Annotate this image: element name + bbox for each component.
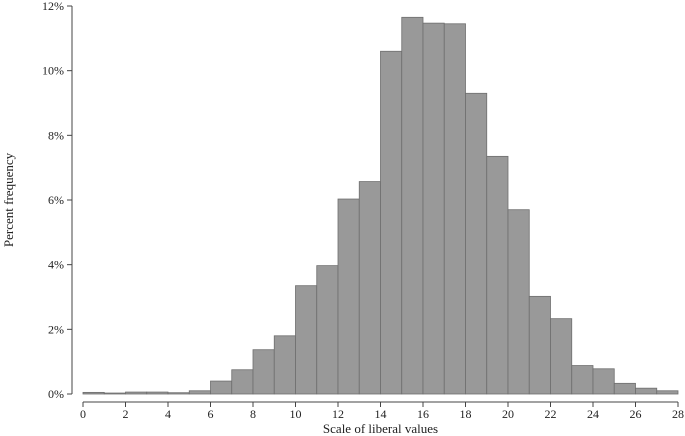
x-tick-label: 14 [375, 407, 387, 421]
histogram-bar [103, 392, 126, 395]
histogram-bar [146, 391, 169, 395]
bars-layer [82, 16, 679, 395]
histogram-bar [337, 198, 360, 395]
histogram-bar [167, 392, 190, 395]
histogram-bar [252, 349, 275, 395]
y-tick-label: 10% [42, 64, 64, 78]
y-ticks: 0% 2% 4% 6% 8% 10% 12% [42, 0, 72, 401]
histogram-bar [550, 318, 573, 395]
histogram-bar [273, 335, 296, 395]
histogram-bar [422, 22, 445, 395]
x-tick-label: 24 [587, 407, 599, 421]
histogram-bar [635, 387, 658, 395]
y-axis-title: Percent frequency [1, 152, 16, 247]
x-tick-label: 10 [290, 407, 302, 421]
histogram-bar [316, 265, 339, 395]
x-ticks: 0 2 4 6 8 10 12 14 16 18 20 22 24 26 28 [80, 402, 684, 421]
x-tick-label: 16 [417, 407, 429, 421]
x-tick-label: 28 [672, 407, 684, 421]
y-tick-label: 4% [48, 258, 64, 272]
histogram-bar [592, 368, 615, 395]
y-tick-label: 6% [48, 193, 64, 207]
histogram-bar [295, 285, 318, 395]
histogram-bar [188, 390, 211, 395]
histogram-bar [613, 382, 636, 395]
x-tick-label: 4 [165, 407, 171, 421]
histogram-bar [210, 380, 233, 395]
x-tick-label: 2 [123, 407, 129, 421]
histogram-bar [486, 155, 509, 395]
y-tick-label: 0% [48, 387, 64, 401]
histogram-bar [571, 365, 594, 395]
y-tick-label: 8% [48, 128, 64, 142]
histogram-bar [125, 391, 148, 395]
x-tick-label: 6 [208, 407, 214, 421]
histogram-bar [82, 391, 105, 395]
histogram-bar [443, 23, 466, 395]
x-tick-label: 12 [332, 407, 344, 421]
histogram-bar [231, 369, 254, 395]
histogram-bar [507, 209, 530, 395]
histogram-bar [358, 181, 381, 395]
x-tick-label: 0 [80, 407, 86, 421]
histogram-bar [380, 50, 403, 395]
histogram-bar [465, 92, 488, 395]
x-tick-label: 8 [250, 407, 256, 421]
histogram-bar [528, 295, 551, 395]
x-tick-label: 20 [502, 407, 514, 421]
histogram-bar [401, 16, 424, 395]
y-tick-label: 12% [42, 0, 64, 13]
y-tick-label: 2% [48, 322, 64, 336]
x-tick-label: 26 [630, 407, 642, 421]
x-axis-title: Scale of liberal values [323, 421, 438, 436]
histogram-bar [656, 390, 679, 395]
x-tick-label: 18 [460, 407, 472, 421]
x-tick-label: 22 [545, 407, 557, 421]
